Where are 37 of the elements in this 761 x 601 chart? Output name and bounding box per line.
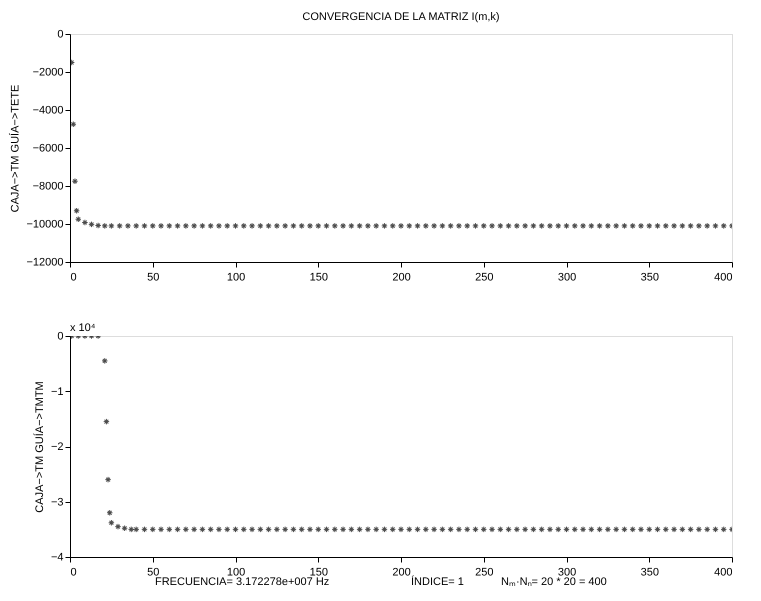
x-tick-label: 0 [70, 566, 77, 578]
x-tick-label: 200 [392, 272, 411, 284]
x-tick-label: 50 [147, 272, 160, 284]
x-tick-label: 350 [640, 566, 659, 578]
x-tick-label: 400 [714, 566, 732, 578]
x-tick-label: 350 [640, 272, 659, 284]
x-tick-label: 150 [310, 566, 328, 578]
y-tick-label: 0 [57, 28, 64, 40]
y-tick-label: −4 [50, 552, 64, 564]
x-tick-label: 50 [147, 566, 160, 578]
y-tick-label: −2000 [32, 66, 64, 78]
text: FRECUENCIA= 3.172278e+007 Hz [155, 576, 330, 588]
y-tick-label: −1 [50, 386, 64, 398]
x-tick-label: 0 [70, 272, 77, 284]
y-tick-label: −8000 [32, 180, 64, 192]
text: Nₘ·Nₙ= 20 * 20 = 400 [501, 576, 607, 588]
y-axis-title: CAJA−>TM GUÍA−>TETE [8, 84, 22, 212]
y-tick-label: −10000 [26, 218, 64, 230]
text: ÍNDICE= 1 [411, 575, 464, 588]
y-tick-label: −3 [50, 496, 64, 508]
x-tick-label: 100 [226, 272, 246, 284]
y-tick-label: −12000 [26, 256, 64, 268]
x-tick-label: 250 [475, 566, 494, 578]
x-tick-label: 150 [310, 272, 328, 284]
y-tick-label: 0 [57, 330, 64, 342]
x-tick-label: 300 [558, 272, 576, 284]
y-axis-title: CAJA−>TM GUÍA−>TMTM [32, 381, 46, 513]
x-tick-label: 100 [226, 566, 246, 578]
y-tick-label: −4000 [32, 104, 64, 116]
x-tick-label: 300 [558, 566, 576, 578]
x-tick-label: 250 [475, 272, 494, 284]
x-tick-label: 400 [714, 272, 732, 284]
chart-title: CONVERGENCIA DE LA MATRIZ I(m,k) [302, 11, 500, 23]
y-tick-label: −6000 [32, 142, 64, 154]
text: x 10⁴ [70, 322, 96, 334]
x-tick-label: 200 [392, 566, 411, 578]
y-tick-label: −2 [50, 441, 64, 453]
